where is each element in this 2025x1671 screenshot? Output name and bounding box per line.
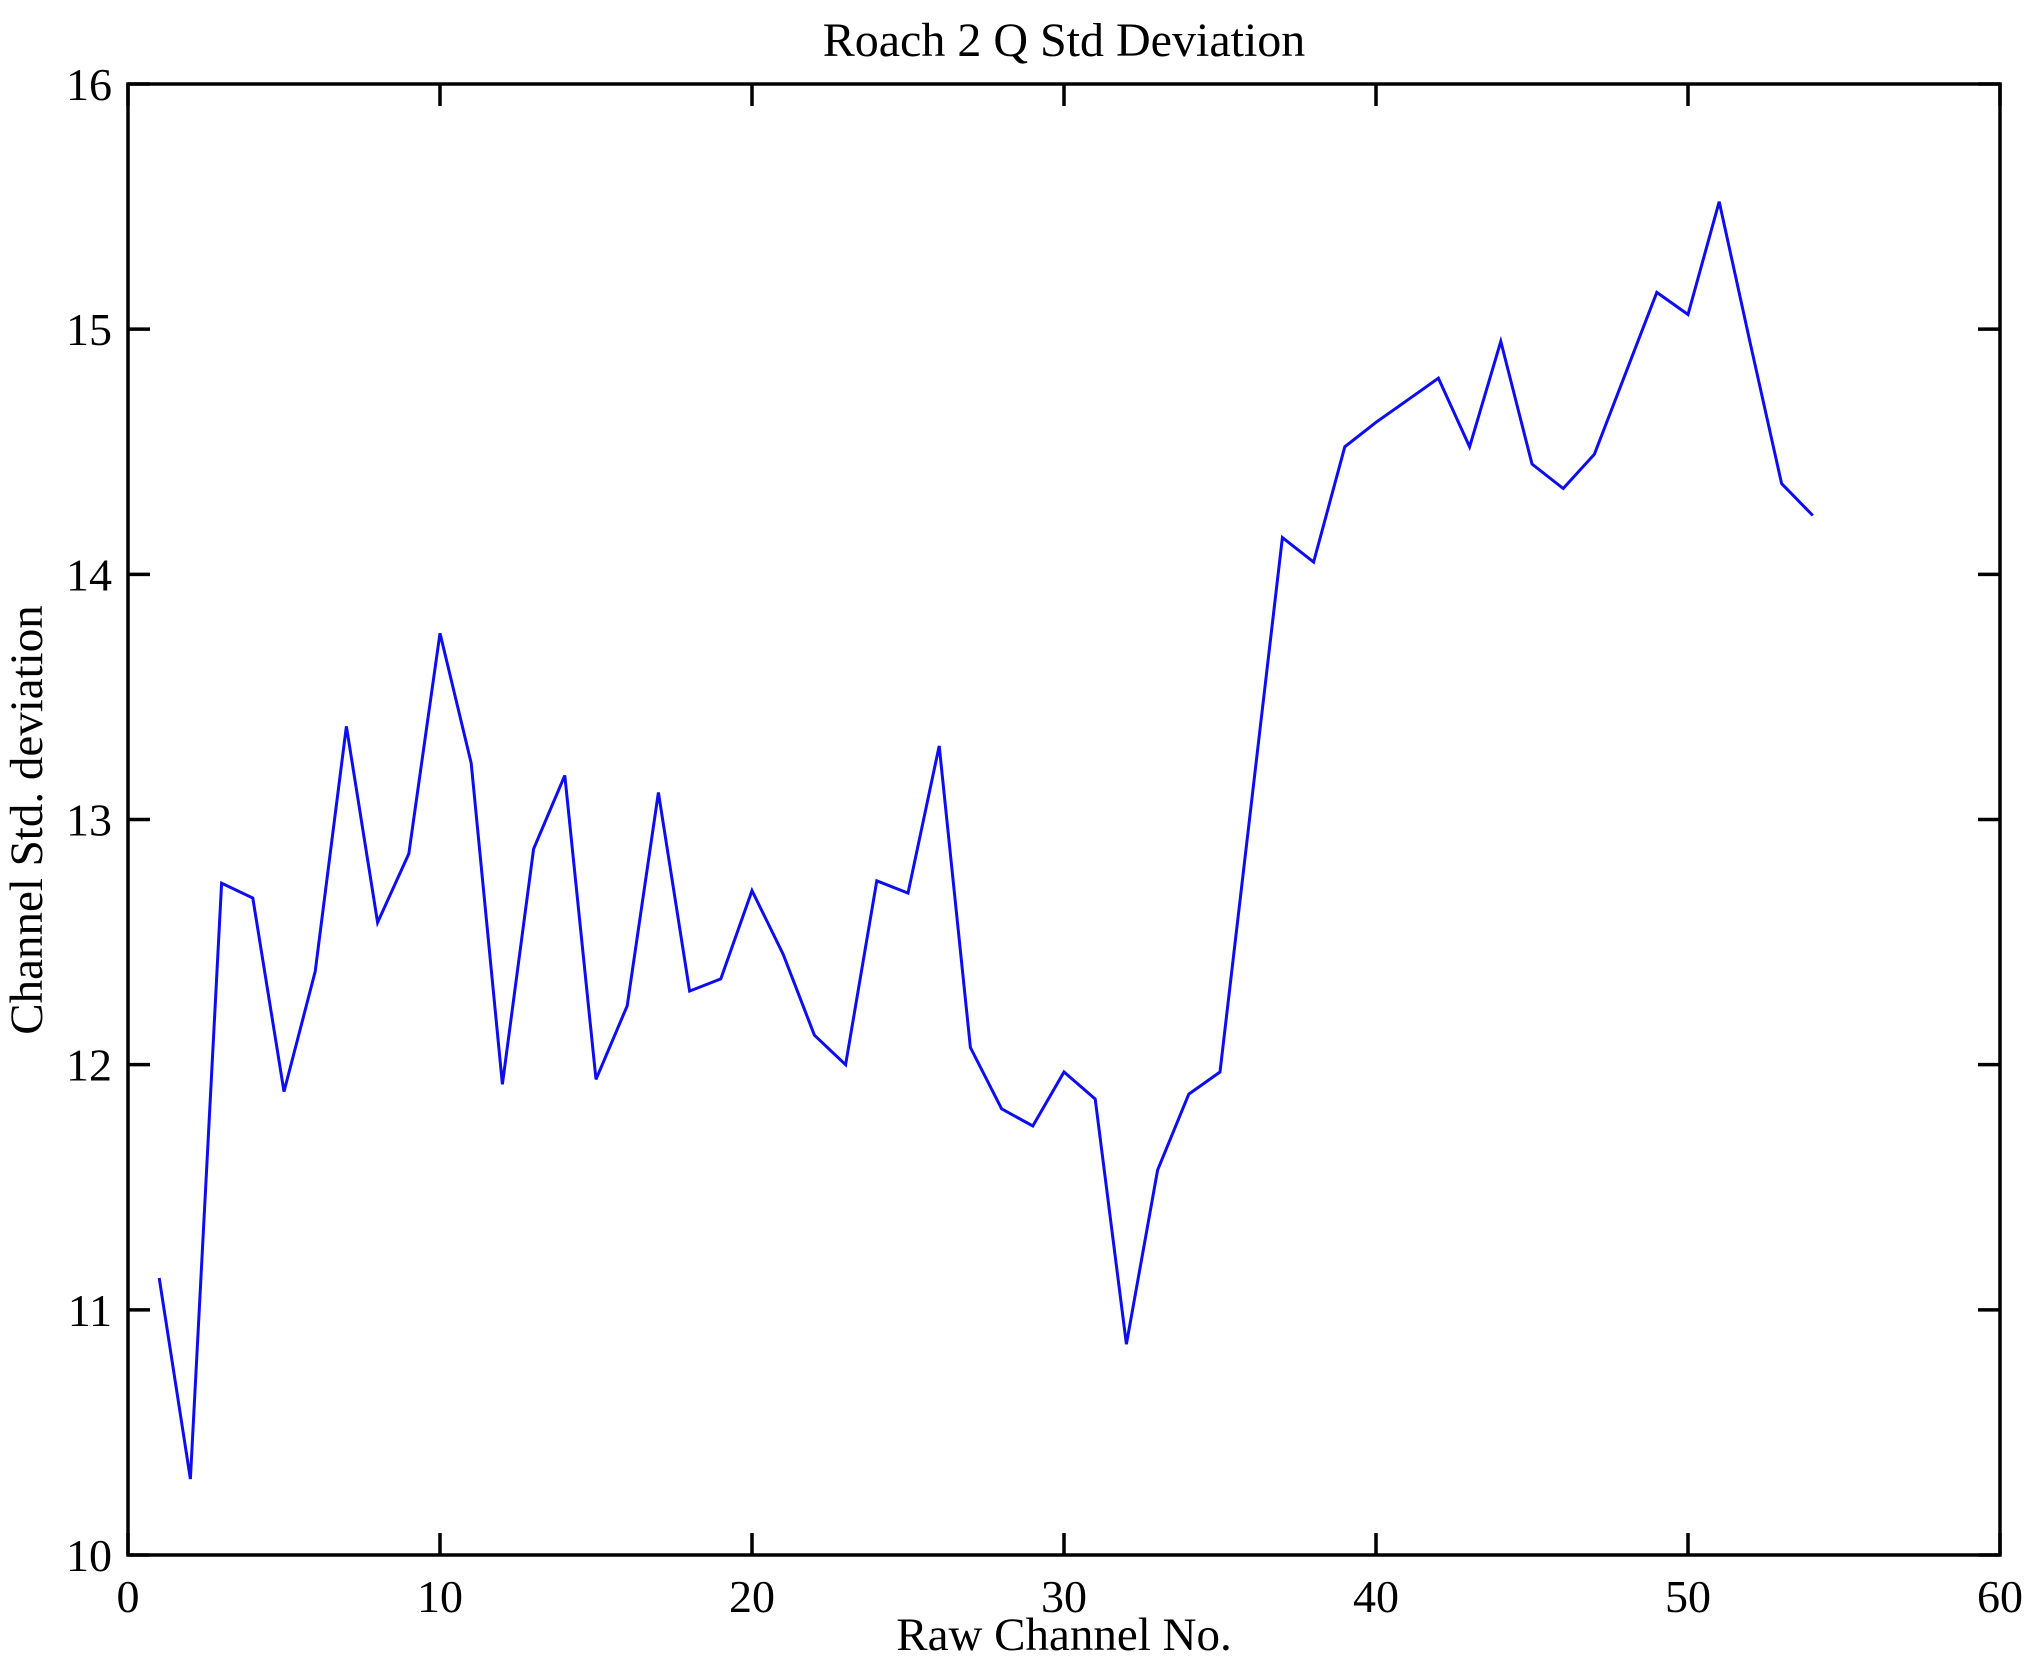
plot-box [126, 82, 2002, 1557]
y-tick-label: 11 [68, 1285, 112, 1336]
axis-ticks [126, 82, 2002, 1557]
data-series [157, 201, 1814, 1480]
x-tick-label: 0 [117, 1571, 140, 1622]
x-tick-label: 10 [417, 1571, 463, 1622]
x-tick-label: 60 [1977, 1571, 2023, 1622]
std-deviation-line [157, 201, 1814, 1480]
y-axis-label: Channel Std. deviation [1, 605, 53, 1034]
y-tick-label: 14 [66, 549, 112, 600]
y-tick-label: 15 [66, 304, 112, 355]
x-axis-label: Raw Channel No. [896, 1609, 1231, 1661]
y-tick-label: 16 [66, 59, 112, 110]
chart-title: Roach 2 Q Std Deviation [823, 14, 1306, 67]
x-tick-label: 50 [1665, 1571, 1711, 1622]
axes-box [126, 82, 2002, 1557]
x-tick-label: 30 [1041, 1571, 1087, 1622]
y-tick-label: 12 [66, 1040, 112, 1091]
y-tick-label: 10 [66, 1530, 112, 1581]
x-tick-label: 40 [1353, 1571, 1399, 1622]
x-tick-label: 20 [729, 1571, 775, 1622]
y-tick-label: 13 [66, 795, 112, 846]
